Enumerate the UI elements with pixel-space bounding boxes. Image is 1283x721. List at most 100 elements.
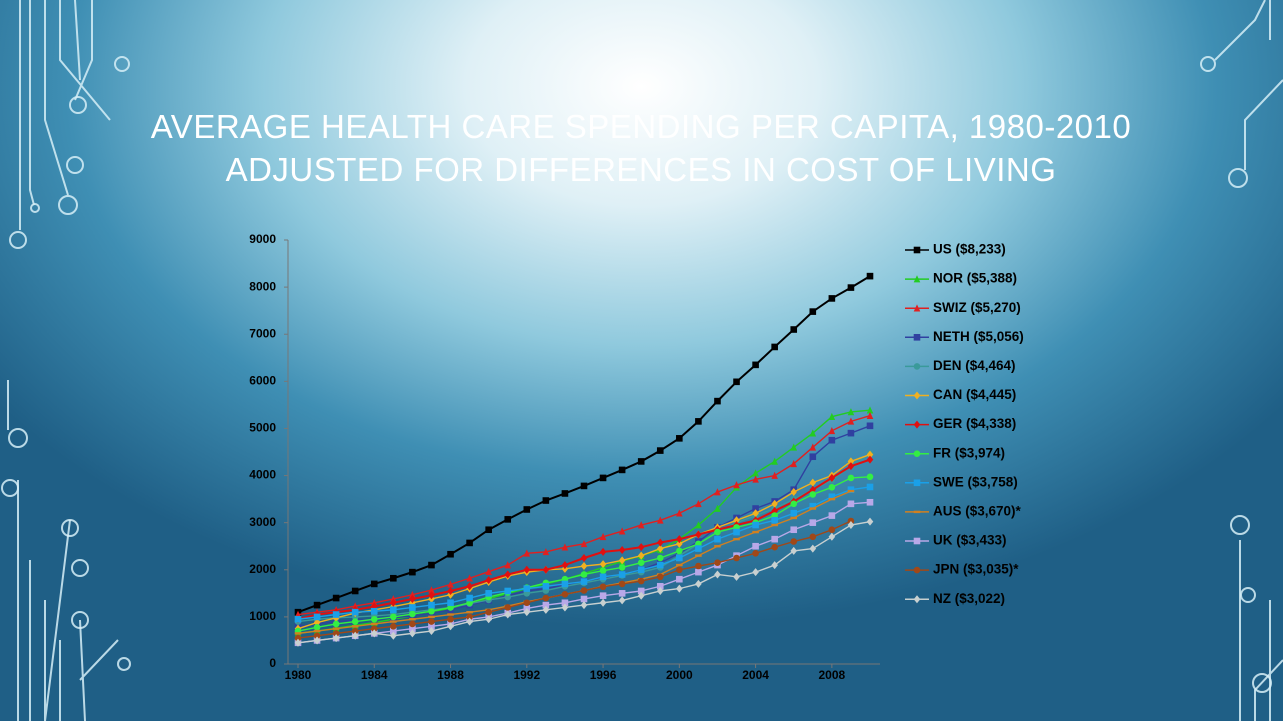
data-point: [294, 634, 302, 642]
data-point: [504, 561, 512, 569]
data-point: [332, 620, 340, 628]
y-tick-label: 9000: [249, 232, 276, 246]
data-point: [809, 491, 817, 498]
data-point: [828, 512, 836, 519]
data-point: [428, 591, 435, 600]
data-point: [695, 579, 702, 588]
data-point: [733, 516, 740, 525]
data-point: [828, 436, 836, 444]
data-point: [847, 429, 855, 437]
legend-marker: [913, 450, 921, 458]
data-point: [637, 591, 645, 600]
data-point: [618, 527, 626, 535]
data-point: [409, 625, 416, 632]
data-point: [485, 567, 492, 575]
data-point: [428, 618, 435, 625]
data-point: [695, 521, 702, 529]
data-point: [466, 617, 473, 626]
data-point: [771, 471, 778, 479]
legend-marker: [913, 420, 921, 429]
legend-label: CAN ($4,445): [933, 387, 1016, 402]
data-point: [351, 625, 359, 628]
data-point: [447, 580, 454, 588]
data-point: [790, 546, 798, 555]
data-point: [390, 598, 397, 607]
data-point: [656, 554, 664, 562]
data-point: [866, 455, 874, 464]
data-point: [790, 509, 798, 517]
chart-subtitle: ADJUSTED FOR DIFFERENCES IN COST OF LIVI…: [226, 151, 1057, 188]
data-point: [637, 551, 645, 560]
data-point: [599, 583, 607, 591]
legend-label: DEN ($4,464): [933, 358, 1016, 373]
data-point: [866, 422, 874, 430]
legend-marker: [913, 363, 921, 370]
data-point: [447, 586, 454, 595]
data-point: [752, 568, 759, 577]
data-point: [752, 469, 759, 477]
data-point: [676, 575, 683, 583]
x-tick-label: 1988: [437, 668, 464, 682]
x-tick-label: 1980: [285, 668, 312, 682]
data-point: [370, 629, 378, 638]
data-point: [695, 568, 702, 576]
data-point: [428, 607, 435, 615]
legend-marker: [913, 537, 921, 545]
x-tick-label: 2008: [819, 668, 846, 682]
series: [294, 517, 855, 642]
data-point: [580, 554, 588, 562]
data-point: [828, 412, 836, 420]
data-point: [733, 554, 740, 562]
data-point: [561, 543, 569, 551]
y-tick-label: 7000: [249, 326, 276, 340]
data-point: [828, 532, 836, 541]
legend-marker: [913, 566, 921, 574]
data-point: [428, 615, 435, 619]
data-point: [866, 473, 874, 481]
data-point: [790, 488, 798, 497]
data-point: [447, 622, 454, 631]
data-point: [752, 521, 759, 529]
data-point: [409, 629, 416, 638]
data-point: [656, 561, 664, 569]
legend-label: SWIZ ($5,270): [933, 300, 1021, 315]
data-point: [618, 596, 626, 605]
data-point: [332, 630, 340, 637]
legend-marker: [913, 391, 921, 400]
data-point: [370, 598, 378, 607]
series-line: [297, 520, 852, 639]
legend-marker: [913, 304, 921, 312]
data-point: [695, 545, 702, 552]
data-point: [676, 566, 683, 574]
data-point: [447, 615, 454, 623]
data-point: [771, 561, 778, 570]
data-point: [599, 533, 607, 541]
data-point: [390, 606, 397, 614]
data-point: [409, 604, 416, 611]
data-point: [866, 406, 874, 414]
series: [294, 411, 874, 618]
data-point: [332, 634, 340, 643]
data-point: [809, 308, 817, 315]
data-point: [580, 540, 588, 548]
legend-label: SWE ($3,758): [933, 474, 1018, 489]
legend-label: NZ ($3,022): [933, 591, 1005, 606]
data-point: [790, 526, 798, 534]
data-point: [523, 599, 531, 607]
data-point: [351, 631, 359, 640]
data-point: [847, 500, 855, 508]
data-point: [313, 613, 321, 621]
data-point: [294, 638, 302, 647]
data-point: [599, 474, 607, 482]
data-point: [580, 595, 588, 603]
data-point: [561, 590, 569, 598]
data-point: [695, 418, 702, 425]
data-point: [828, 295, 836, 302]
data-point: [790, 500, 798, 508]
data-point: [733, 528, 740, 536]
data-point: [580, 482, 588, 490]
data-point: [618, 564, 626, 571]
y-tick-label: 4000: [249, 468, 276, 482]
data-point: [714, 559, 721, 567]
data-point: [618, 466, 626, 474]
